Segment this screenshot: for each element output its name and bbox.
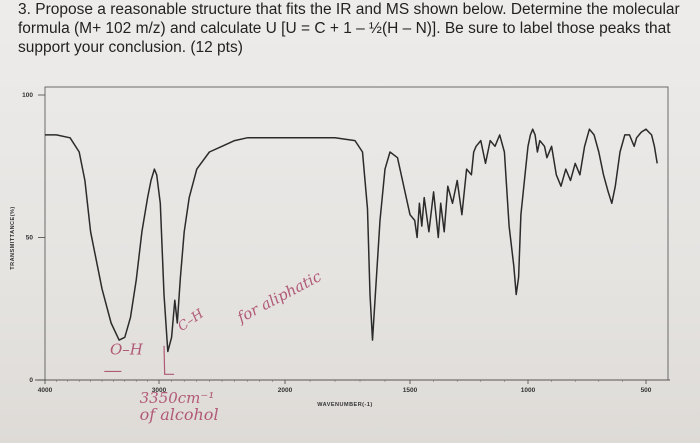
x-tick-label: 500 — [641, 387, 652, 394]
spectrum-series — [45, 128, 658, 353]
x-tick-label: 2000 — [278, 387, 293, 394]
annotation-text: of alcohol — [140, 405, 219, 424]
annotation-bracket — [163, 345, 175, 375]
x-tick-label: 4000 — [38, 387, 53, 394]
y-tick-label: 0 — [29, 377, 33, 384]
annotation-text: for aliphatic — [233, 267, 325, 327]
annotation-text: 3350cm⁻¹ — [140, 389, 215, 407]
x-axis-label: WAVENUMBER(-1) — [317, 402, 372, 408]
annotation-text: O–H — [110, 340, 144, 358]
axis-ticks: 4000 3000 2000 1500 1000 500100500WAVENUMBER(… — [10, 92, 652, 408]
y-axis-label: TRANSMITTANCE(%) — [10, 206, 16, 270]
y-tick-label: 50 — [26, 235, 34, 242]
x-tick-label: 1000 — [521, 387, 536, 394]
question-line-2: formula (M+ 102 m/z) and calculate U [U … — [18, 20, 671, 37]
x-tick-label: 3000 — [152, 387, 167, 394]
spectrum-line — [45, 128, 658, 353]
question-line-1: 3. Propose a reasonable structure that f… — [18, 1, 680, 18]
plot-frame — [44, 86, 669, 381]
x-tick-label: 1500 — [403, 387, 418, 394]
handwritten-annotations: O–H C–H for aliphatic 3350cm⁻¹of alcohol — [104, 267, 325, 424]
y-tick-label: 100 — [22, 92, 33, 99]
annotation-text: C–H — [175, 306, 207, 335]
question-line-3: support your conclusion. (12 pts) — [18, 39, 243, 56]
question-text: 3. Propose a reasonable structure that f… — [18, 0, 698, 57]
